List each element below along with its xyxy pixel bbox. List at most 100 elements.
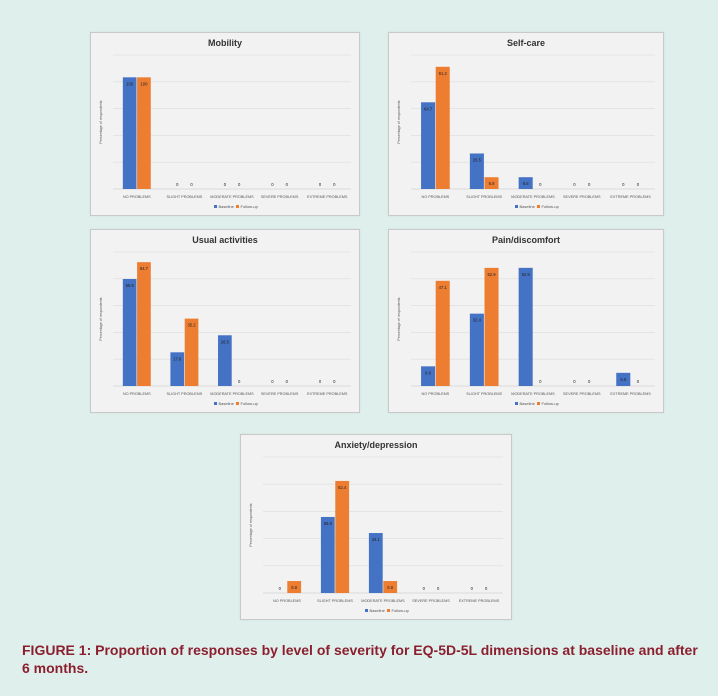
legend-label-followup: Follow-up	[542, 204, 560, 209]
bar-followup	[137, 262, 151, 386]
data-label-followup: 0	[539, 182, 542, 187]
data-label-baseline: 55.9	[126, 283, 135, 288]
x-tick-label: NO PROBLEMS	[123, 195, 151, 199]
data-label-baseline: 100	[126, 81, 134, 86]
legend-swatch-baseline	[365, 609, 368, 612]
x-tick-label: MODERATE PROBLEMS	[210, 195, 254, 199]
legend-label-baseline: Baseline	[219, 204, 235, 209]
data-label-followup: 0	[333, 182, 336, 187]
chart-title: Self-care	[507, 38, 545, 48]
bar-followup	[383, 581, 398, 593]
legend-swatch-followup	[236, 205, 239, 208]
data-label-baseline: 26.5	[221, 339, 230, 344]
chart-svg-anxiety-depression: Anxiety/depression Percentage of responde…	[249, 440, 503, 613]
x-tick-label: NO PROBLEMS	[421, 195, 449, 199]
legend-swatch-baseline	[214, 402, 217, 405]
legend-swatch-baseline	[214, 205, 217, 208]
data-label-baseline: 64.7	[424, 106, 433, 111]
chart-title: Anxiety/depression	[334, 440, 417, 450]
bar-baseline	[421, 366, 436, 386]
legend-swatch-followup	[387, 609, 390, 612]
data-label-baseline: 0	[622, 182, 625, 187]
data-label-followup: 0	[286, 182, 289, 187]
chart-svg-self-care: Self-care Percentage of respondents 64.7 91…	[397, 38, 655, 209]
chart-title: Mobility	[208, 38, 242, 48]
bar-followup	[484, 177, 499, 189]
legend-label-followup: Follow-up	[241, 401, 259, 406]
legend-swatch-baseline	[515, 205, 518, 208]
x-tick-label: EXTREME PROBLEMS	[459, 599, 500, 603]
x-tick-label: MODERATE PROBLEMS	[361, 599, 405, 603]
data-label-baseline: 0	[271, 379, 274, 384]
data-label-baseline: 17.6	[173, 356, 182, 361]
data-label-followup: 0	[286, 379, 289, 384]
data-label-followup: 100	[140, 81, 148, 86]
data-label-followup: 47.1	[439, 285, 448, 290]
data-label-followup: 91.2	[439, 71, 448, 76]
bar-baseline	[616, 372, 631, 386]
figure-caption: FIGURE 1: Proportion of responses by lev…	[22, 642, 698, 676]
data-label-baseline: 0	[573, 379, 576, 384]
data-label-followup: 0	[238, 182, 241, 187]
x-tick-label: EXTREME PROBLEMS	[307, 195, 348, 199]
bar-baseline	[421, 102, 436, 189]
legend-label-followup: Follow-up	[392, 608, 410, 613]
chart-panel-self-care: Self-care Percentage of respondents 64.7 91…	[388, 32, 664, 216]
x-tick-label: SLIGHT PROBLEMS	[466, 195, 502, 199]
data-label-baseline: 8.8	[523, 181, 529, 186]
data-label-followup: 8.8	[387, 585, 393, 590]
x-tick-label: SEVERE PROBLEMS	[261, 195, 299, 199]
data-label-followup: 8.8	[291, 585, 297, 590]
data-label-baseline: 0	[319, 182, 322, 187]
x-tick-label: NO PROBLEMS	[273, 599, 301, 603]
chart-title: Usual activities	[192, 235, 258, 245]
chart-svg-mobility: Mobility Percentage of respondents 100 100 N…	[99, 38, 351, 209]
bar-followup	[184, 318, 199, 386]
data-label-baseline: 0	[271, 182, 274, 187]
data-label-followup: 0	[485, 586, 488, 591]
bar-baseline	[218, 335, 232, 386]
chart-svg-pain-discomfort: Pain/discomfort Percentage of respondents…	[397, 235, 655, 406]
bar-followup	[484, 267, 499, 386]
data-label-baseline: 8.8	[425, 370, 431, 375]
x-tick-label: NO PROBLEMS	[123, 392, 151, 396]
data-label-followup: 0	[437, 586, 440, 591]
bar-baseline	[122, 278, 137, 386]
data-label-baseline: 44.1	[372, 537, 381, 542]
x-tick-label: SEVERE PROBLEMS	[563, 195, 601, 199]
data-label-followup: 0	[238, 379, 241, 384]
legend-swatch-followup	[537, 402, 540, 405]
data-label-followup: 8.8	[489, 181, 495, 186]
x-tick-label: MODERATE PROBLEMS	[511, 392, 555, 396]
data-label-followup: 35.2	[187, 323, 196, 328]
chart-svg-usual-activities: Usual activities Percentage of respondent…	[99, 235, 351, 406]
data-label-followup: 0	[637, 182, 640, 187]
data-label-followup: 0	[333, 379, 336, 384]
data-label-followup: 0	[190, 182, 193, 187]
y-axis-label: Percentage of respondents	[249, 503, 253, 546]
x-tick-label: MODERATE PROBLEMS	[511, 195, 555, 199]
legend-label-baseline: Baseline	[520, 204, 536, 209]
legend-label-baseline: Baseline	[219, 401, 235, 406]
bar-followup	[137, 77, 151, 189]
data-label-baseline: 0	[471, 586, 474, 591]
chart-title: Pain/discomfort	[492, 235, 560, 245]
data-label-baseline: 0	[279, 586, 282, 591]
data-label-baseline: 0	[573, 182, 576, 187]
data-label-followup: 52.9	[487, 272, 496, 277]
chart-panel-pain-discomfort: Pain/discomfort Percentage of respondents…	[388, 229, 664, 413]
x-tick-label: EXTREME PROBLEMS	[307, 392, 348, 396]
bar-followup	[435, 280, 450, 386]
data-label-followup: 64.7	[140, 266, 149, 271]
data-label-baseline: 55.9	[324, 521, 333, 526]
x-tick-label: NO PROBLEMS	[421, 392, 449, 396]
data-label-followup: 0	[539, 379, 542, 384]
bar-baseline	[469, 153, 484, 189]
bar-baseline	[518, 177, 533, 189]
x-tick-label: SEVERE PROBLEMS	[412, 599, 450, 603]
y-axis-label: Percentage of respondents	[99, 297, 103, 340]
x-tick-label: SLIGHT PROBLEMS	[166, 195, 202, 199]
legend-label-baseline: Baseline	[370, 608, 386, 613]
data-label-followup: 0	[588, 182, 591, 187]
data-label-followup: 0	[637, 379, 640, 384]
